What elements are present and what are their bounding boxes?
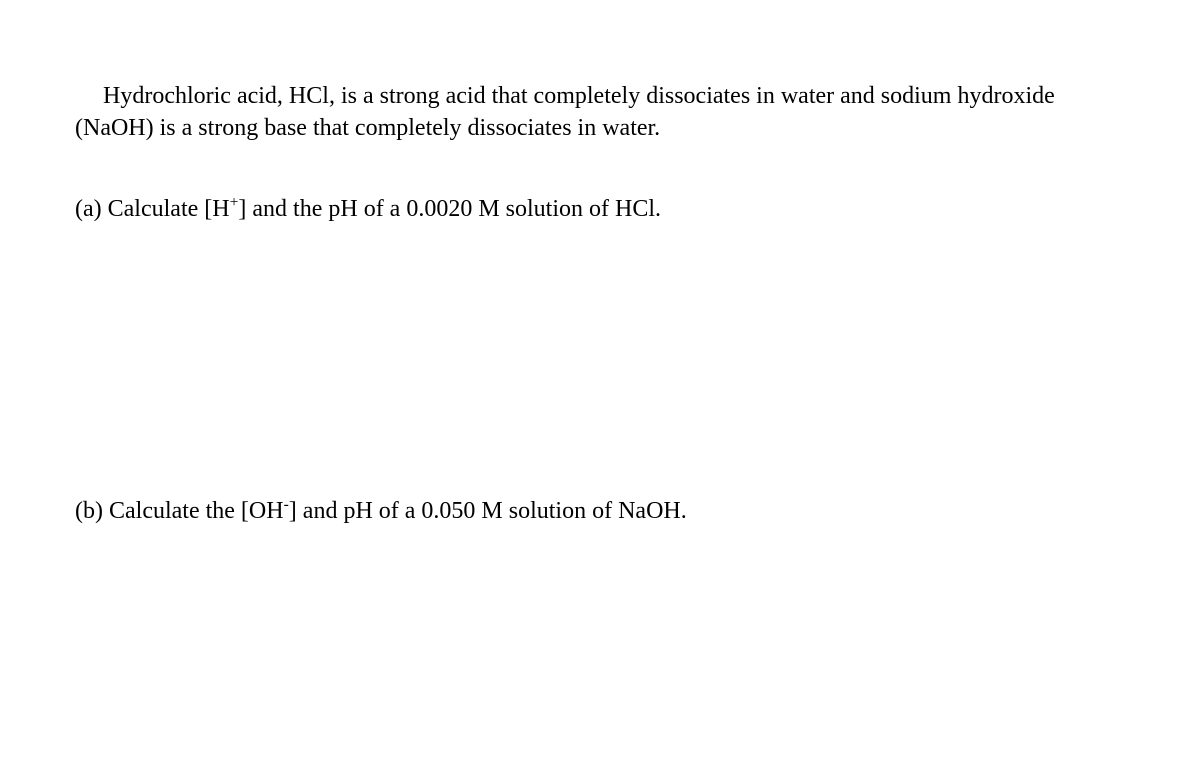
question-b-label: (b) (75, 498, 103, 524)
question-a-prefix: Calculate [H (108, 196, 230, 222)
question-b-suffix: ] and pH of a 0.050 M solution of NaOH. (289, 498, 687, 524)
question-a: (a) Calculate [H+] and the pH of a 0.002… (75, 193, 1125, 225)
question-b: (b) Calculate the [OH-] and pH of a 0.05… (75, 495, 1125, 527)
intro-text: Hydrochloric acid, HCl, is a strong acid… (75, 83, 1055, 141)
question-a-label: (a) (75, 196, 102, 222)
intro-paragraph: Hydrochloric acid, HCl, is a strong acid… (75, 80, 1125, 145)
question-a-suffix: ] and the pH of a 0.0020 M solution of H… (238, 196, 661, 222)
question-b-prefix: Calculate the [OH (109, 498, 284, 524)
